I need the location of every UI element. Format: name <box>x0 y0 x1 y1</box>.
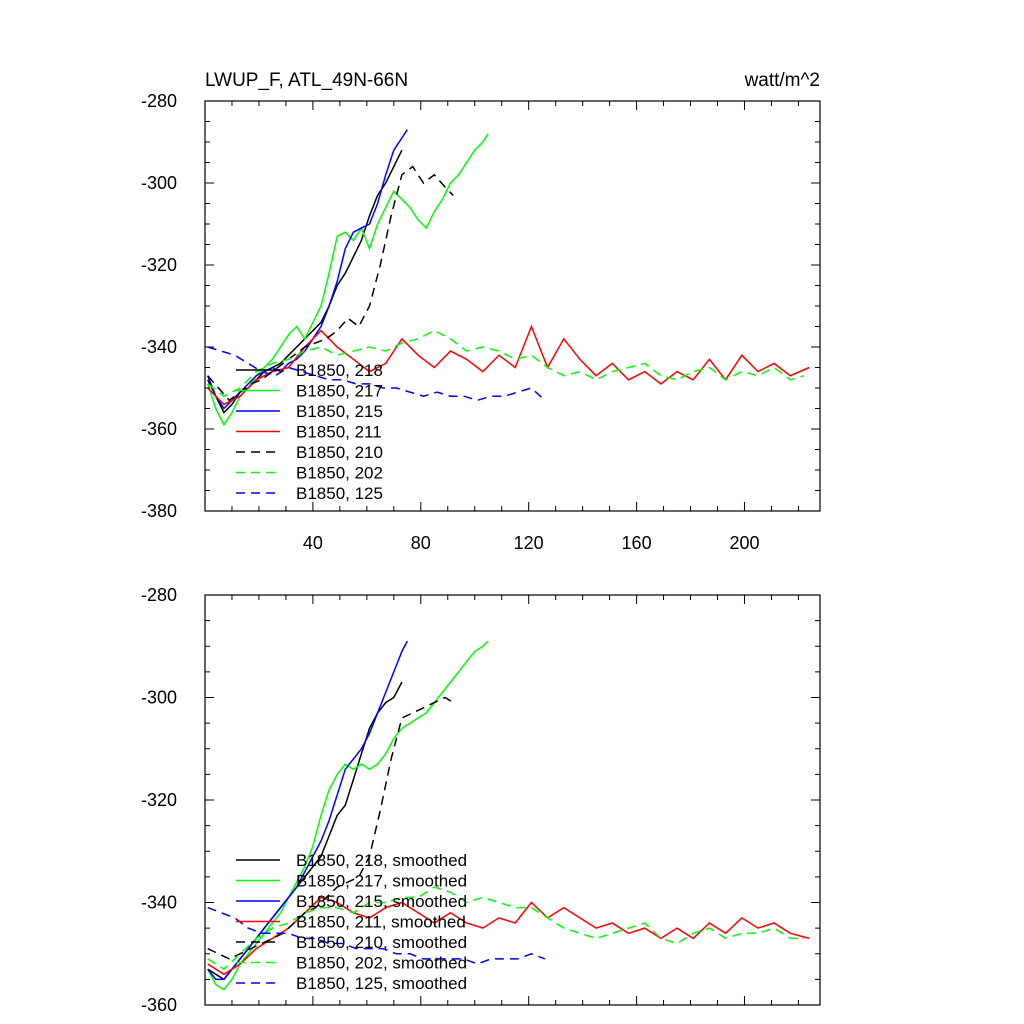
bottom-legend-label: B1850, 125, smoothed <box>296 974 467 993</box>
top-xtick-label: 120 <box>514 533 544 553</box>
top-series-line-6 <box>207 346 546 402</box>
bottom-ytick-label: -340 <box>141 893 177 913</box>
top-xtick-label: 80 <box>411 533 431 553</box>
bottom-panel: -280 -300 -320 -340 -360 B1850, 218, smoothe… <box>141 585 821 1015</box>
top-legend-label: B1850, 211 <box>296 423 382 442</box>
chart-title: LWUP_F, ATL_49N-66N <box>205 70 408 91</box>
bottom-legend-label: B1850, 215, smoothed <box>296 892 467 911</box>
top-xtick-label: 200 <box>729 533 759 553</box>
top-xtick-label: 40 <box>303 533 323 553</box>
bottom-axis-ticks: -280 -300 -320 -340 -360 <box>141 585 820 1015</box>
top-panel: LWUP_F, ATL_49N-66N watt/m^2 -280 -300 -32… <box>141 70 821 553</box>
bottom-legend-label: B1850, 217, smoothed <box>296 872 467 891</box>
bottom-ytick-label: -300 <box>141 688 177 708</box>
top-legend-label: B1850, 215 <box>296 402 383 421</box>
bottom-legend-label: B1850, 211, smoothed <box>296 913 466 932</box>
bottom-series-line-6 <box>207 906 546 965</box>
top-legend-label: B1850, 125 <box>296 484 383 503</box>
bottom-legend-label: B1850, 202, smoothed <box>296 954 467 973</box>
top-ytick-label: -300 <box>141 173 177 193</box>
top-legend-label: B1850, 217 <box>296 382 383 401</box>
top-series-line-3 <box>207 324 810 406</box>
top-legend-label: B1850, 210 <box>296 443 383 462</box>
bottom-plot-frame <box>204 594 821 1006</box>
top-axis-ticks: -280 -300 -320 -340 -360 -380 40 80 120 160 200 <box>141 91 820 553</box>
top-series-line-5 <box>207 329 805 398</box>
bottom-series-line-5 <box>207 886 804 971</box>
bottom-series-group <box>207 640 810 991</box>
bottom-ytick-label: -280 <box>141 585 177 605</box>
bottom-series-line-1 <box>207 640 489 991</box>
bottom-legend-label: B1850, 218, smoothed <box>296 851 467 870</box>
top-ytick-label: -360 <box>141 419 177 439</box>
top-plot-frame <box>204 100 821 512</box>
top-ytick-label: -380 <box>141 501 177 521</box>
bottom-series-line-4 <box>207 696 454 960</box>
bottom-legend-label: B1850, 210, smoothed <box>296 933 467 952</box>
bottom-ytick-label: -320 <box>141 790 177 810</box>
bottom-legend: B1850, 218, smoothed B1850, 217, smoothed… <box>236 851 467 993</box>
bottom-series-line-2 <box>207 640 408 981</box>
units-label: watt/m^2 <box>744 70 820 91</box>
top-series-line-4 <box>207 165 454 402</box>
top-ytick-label: -320 <box>141 255 177 275</box>
top-legend-label: B1850, 202 <box>296 464 383 483</box>
top-ytick-label: -340 <box>141 337 177 357</box>
bottom-ytick-label: -360 <box>141 995 177 1015</box>
top-legend-label: B1850, 218 <box>296 361 383 380</box>
top-ytick-label: -280 <box>141 91 177 111</box>
bottom-series-line-3 <box>207 896 810 976</box>
top-xtick-label: 160 <box>622 533 652 553</box>
